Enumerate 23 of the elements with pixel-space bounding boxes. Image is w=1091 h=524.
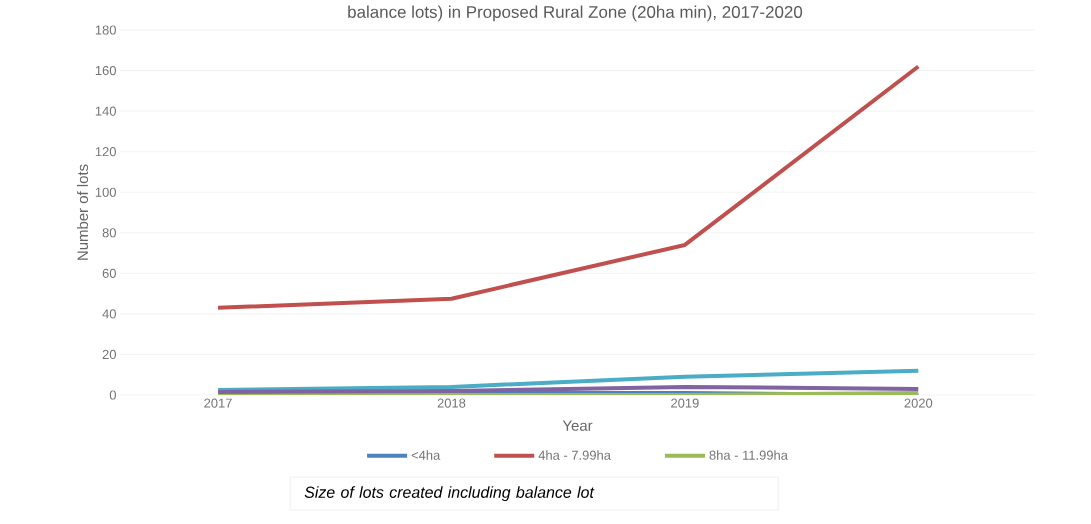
x-tick-label: 2019 bbox=[671, 398, 699, 408]
y-tick-label: 120 bbox=[95, 147, 116, 157]
y-tick-label: 180 bbox=[95, 25, 116, 35]
line-series bbox=[216, 368, 921, 392]
y-tick-label: 0 bbox=[109, 390, 116, 400]
y-tick-label: 60 bbox=[102, 268, 116, 278]
x-axis-title: Year bbox=[562, 420, 593, 431]
y-tick-label: 160 bbox=[95, 65, 116, 76]
x-tick-label: 2018 bbox=[437, 398, 466, 408]
y-tick-label: 140 bbox=[95, 106, 116, 116]
x-tick-label: 2020 bbox=[904, 398, 933, 408]
y-tick-label: 40 bbox=[102, 309, 116, 319]
text: Size of lots created including balance lot bbox=[304, 486, 595, 502]
line-series bbox=[216, 64, 921, 310]
legend-label: <4ha bbox=[411, 450, 441, 460]
legend-label: 4ha - 7.99ha bbox=[538, 450, 611, 460]
y-axis-title: Number of lots bbox=[77, 164, 89, 260]
chart-title: balance lots) in Proposed Rural Zone (20ha min), 2017-2020 bbox=[348, 5, 803, 22]
y-tick-label: 20 bbox=[102, 349, 116, 360]
legend-label: 8ha - 11.99ha bbox=[709, 450, 788, 460]
x-tick-label: 2017 bbox=[204, 398, 232, 408]
y-tick-label: 100 bbox=[95, 187, 116, 197]
y-tick-label: 80 bbox=[102, 228, 116, 238]
